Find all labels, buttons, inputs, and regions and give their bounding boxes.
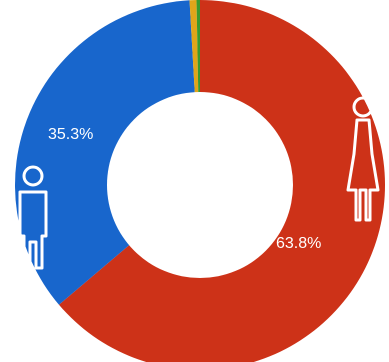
slice-label-male: 35.3%: [48, 126, 93, 143]
donut-hole: [107, 92, 293, 278]
slice-label-female: 63.8%: [276, 235, 321, 252]
donut-slice-1: [15, 0, 201, 305]
male-icon: [18, 165, 48, 270]
female-icon: [346, 96, 380, 222]
